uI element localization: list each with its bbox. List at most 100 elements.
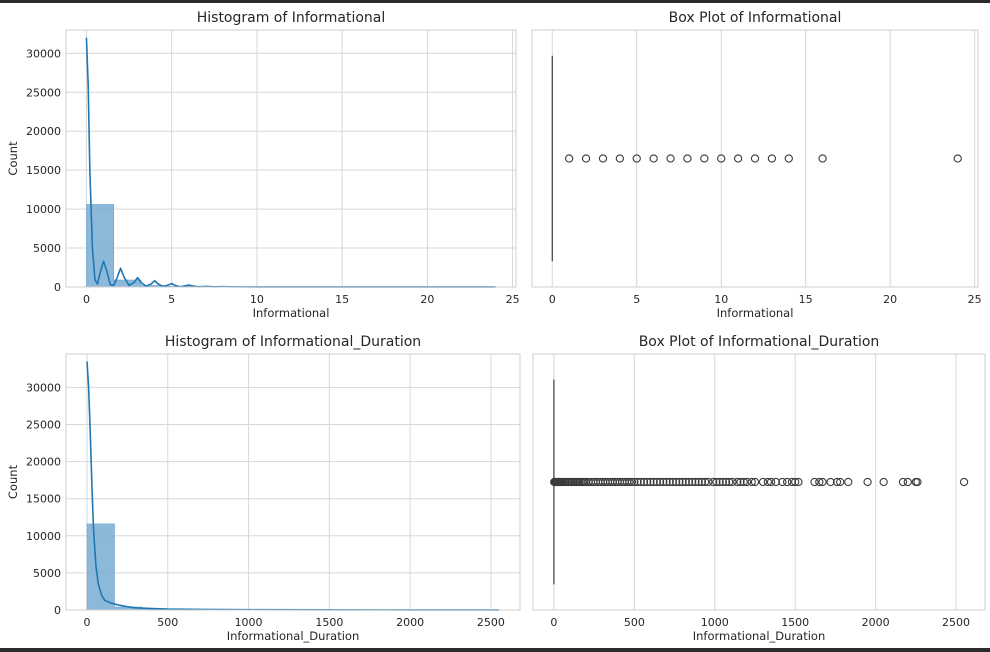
- x-tick-label: 2500: [942, 616, 970, 629]
- plot-area: [66, 354, 520, 610]
- x-tick-label: 0: [83, 293, 90, 306]
- outlier-point: [750, 154, 760, 163]
- outlier-point: [863, 477, 872, 487]
- chart-title: Box Plot of Informational_Duration: [639, 334, 880, 350]
- outlier-point: [739, 477, 748, 487]
- outlier-point: [898, 477, 908, 487]
- outlier-point: [581, 154, 591, 163]
- outlier-point: [725, 477, 734, 487]
- outlier-point: [639, 477, 649, 487]
- x-axis-label: Informational_Duration: [227, 629, 360, 643]
- outlier-point: [959, 477, 969, 487]
- outlier-point: [903, 477, 912, 487]
- outlier-point: [668, 477, 678, 487]
- x-tick-label: 1000: [701, 616, 729, 629]
- y-tick-label: 15000: [26, 493, 61, 506]
- outlier-point: [646, 477, 655, 487]
- outlier-point: [666, 154, 675, 163]
- outlier-point: [659, 477, 668, 487]
- outlier-point: [598, 154, 608, 163]
- outlier-point: [818, 154, 827, 163]
- outlier-point: [733, 154, 743, 163]
- x-tick-label: 25: [506, 293, 520, 306]
- outlier-point: [742, 477, 752, 487]
- outlier-point: [815, 477, 824, 487]
- histogram-bar: [86, 523, 115, 611]
- outlier-point: [665, 477, 674, 487]
- x-tick-label: 20: [883, 293, 897, 306]
- outlier-point: [565, 154, 574, 163]
- outlier-point: [718, 477, 727, 487]
- outlier-point: [763, 477, 772, 487]
- top-border: [0, 0, 990, 3]
- outlier-point: [818, 477, 827, 487]
- outlier-point: [633, 477, 642, 487]
- y-tick-label: 0: [54, 281, 61, 294]
- outlier-point: [712, 477, 721, 487]
- y-tick-label: 25000: [26, 418, 61, 431]
- chart-panel-2: 0 5 10 15 20 25 Box Plot of Informational Infor…: [531, 10, 982, 320]
- outlier-point: [810, 477, 819, 487]
- plot-frame: [531, 29, 979, 288]
- y-tick-label: 30000: [26, 47, 61, 60]
- outlier-point: [782, 477, 792, 487]
- outlier-point: [784, 154, 793, 163]
- y-tick-label: 10000: [26, 203, 61, 216]
- x-tick-label: 1500: [781, 616, 809, 629]
- outlier-point: [879, 477, 888, 487]
- outlier-point: [681, 477, 690, 487]
- outlier-point: [675, 477, 684, 487]
- outlier-point: [767, 154, 777, 163]
- outlier-point: [678, 477, 687, 487]
- x-tick-label: 500: [624, 616, 645, 629]
- y-tick-label: 25000: [26, 86, 61, 99]
- x-tick-label: 0: [550, 616, 557, 629]
- chart-panel-1: 0 5 10 15 20 25 0 5000 10000 15000 20000 25000 30000…: [6, 10, 520, 320]
- outlier-point: [747, 477, 756, 487]
- bottom-border: [0, 648, 990, 652]
- plot-frame: [65, 353, 521, 611]
- outlier-point: [913, 477, 922, 487]
- outlier-point: [684, 477, 694, 487]
- outlier-point: [704, 477, 713, 487]
- y-axis-label: Count: [6, 464, 20, 499]
- x-tick-label: 1000: [235, 616, 263, 629]
- outlier-point: [652, 477, 662, 487]
- x-tick-label: 10: [714, 293, 728, 306]
- x-tick-label: 10: [250, 293, 264, 306]
- chart-title: Histogram of Informational: [197, 10, 386, 26]
- outlier-point: [836, 477, 845, 487]
- chart-title: Box Plot of Informational: [669, 10, 842, 26]
- x-tick-label: 0: [549, 293, 556, 306]
- x-tick-label: 0: [84, 616, 91, 629]
- x-tick-label: 25: [968, 293, 982, 306]
- outlier-point: [736, 477, 745, 487]
- x-tick-label: 2500: [477, 616, 505, 629]
- y-tick-label: 15000: [26, 164, 61, 177]
- outlier-point: [721, 477, 731, 487]
- outlier-point: [715, 477, 724, 487]
- y-axis-label: Count: [6, 141, 20, 176]
- x-axis-label: Informational_Duration: [693, 629, 826, 643]
- y-tick-label: 5000: [33, 242, 61, 255]
- outlier-point: [733, 477, 742, 487]
- outlier-point: [771, 477, 781, 487]
- y-tick-label: 0: [54, 604, 61, 617]
- outlier-point: [794, 477, 803, 487]
- x-tick-label: 2000: [862, 616, 890, 629]
- outlier-point: [649, 154, 658, 163]
- outlier-point: [625, 477, 634, 487]
- outlier-point: [700, 477, 710, 487]
- outlier-point: [615, 154, 624, 163]
- x-tick-label: 2000: [396, 616, 424, 629]
- x-tick-label: 15: [335, 293, 349, 306]
- outlier-point: [791, 477, 800, 487]
- outlier-point: [643, 477, 652, 487]
- y-tick-label: 5000: [33, 567, 61, 580]
- outlier-point: [697, 477, 707, 487]
- outlier-point: [632, 154, 641, 163]
- outlier-point: [649, 477, 658, 487]
- x-axis-label: Informational: [253, 306, 330, 320]
- x-tick-label: 5: [633, 293, 640, 306]
- outlier-point: [672, 477, 681, 487]
